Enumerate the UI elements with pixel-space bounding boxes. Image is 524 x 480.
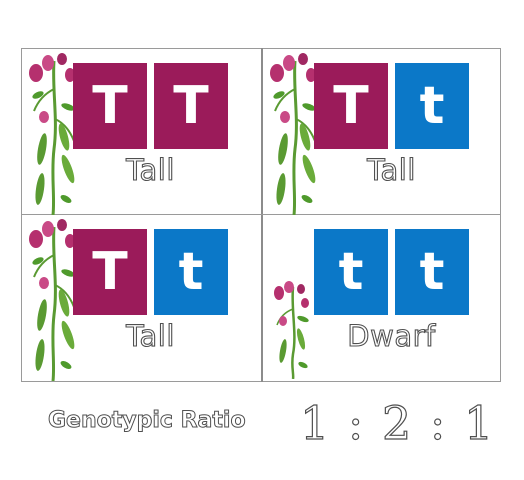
allele-tile-1: T bbox=[73, 63, 147, 149]
pea-plant-dwarf-icon bbox=[274, 281, 309, 379]
allele-tile-2: T bbox=[154, 63, 228, 149]
allele-tile-2: t bbox=[395, 63, 469, 149]
punnett-cell-tt-dominant: T T Tall bbox=[22, 49, 262, 215]
allele-tile-2: t bbox=[154, 229, 228, 315]
phenotype-label: Tall bbox=[126, 152, 175, 187]
genotypic-ratio-label: Genotypic Ratio bbox=[48, 408, 247, 434]
allele-tile-1: T bbox=[73, 229, 147, 315]
genotypic-ratio-value: 1 : 2 : 1 bbox=[299, 395, 496, 450]
punnett-cell-tt-hetero: T t Tall bbox=[263, 49, 503, 215]
allele-tile-1: T bbox=[314, 63, 388, 149]
pea-plant-tall-icon bbox=[270, 53, 316, 215]
punnett-cell-tt-hetero-2: T t Tall bbox=[22, 215, 262, 381]
punnett-divider-vertical bbox=[261, 48, 263, 382]
punnett-cell-tt-recessive: t t Dwarf bbox=[263, 215, 503, 381]
punnett-divider-horizontal bbox=[21, 214, 501, 215]
pea-plant-tall-icon bbox=[29, 53, 75, 215]
phenotype-label: Dwarf bbox=[347, 318, 436, 353]
allele-tile-2: t bbox=[395, 229, 469, 315]
phenotype-label: Tall bbox=[367, 152, 416, 187]
phenotype-label: Tall bbox=[126, 318, 175, 353]
pea-plant-tall-icon bbox=[29, 219, 75, 381]
allele-tile-1: t bbox=[314, 229, 388, 315]
